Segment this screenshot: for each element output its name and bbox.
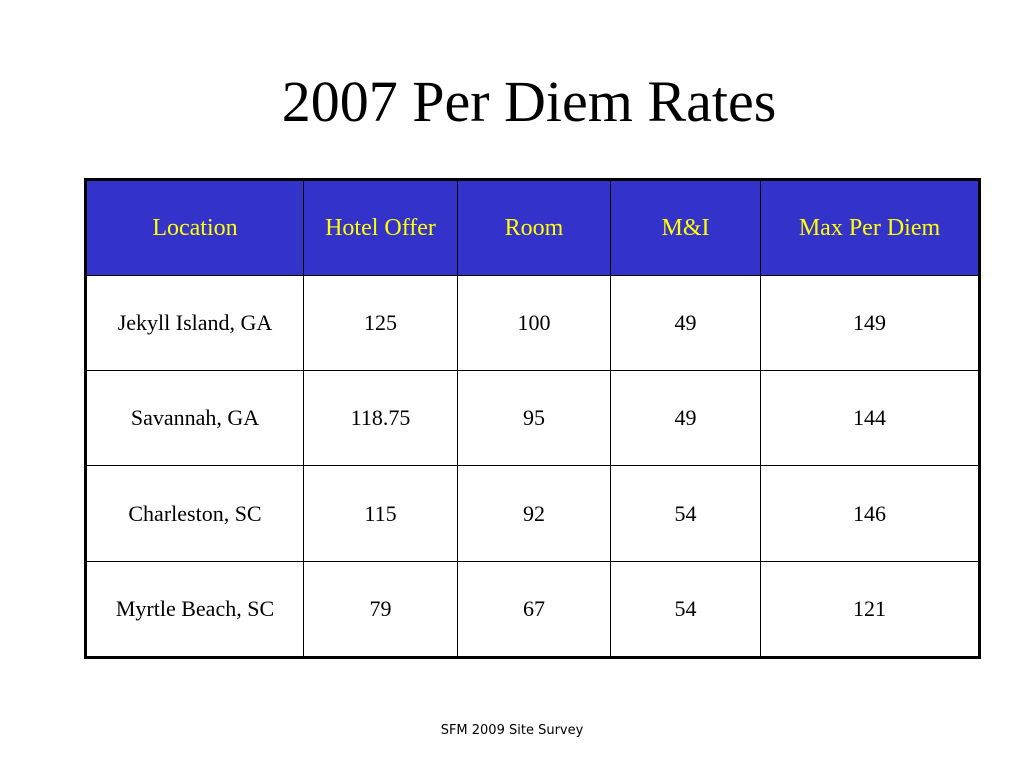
cell-max-per-diem: 121 [760, 560, 980, 659]
cell-hotel-offer: 79 [303, 560, 458, 659]
cell-location: Savannah, GA [85, 370, 304, 467]
column-header-hotel-offer: Hotel Offer [303, 179, 458, 276]
cell-room: 92 [457, 465, 611, 562]
per-diem-rates-table: Location Hotel Offer Room M&I Max Per Di… [84, 178, 981, 659]
cell-room: 100 [457, 274, 611, 372]
column-header-room: Room [457, 179, 611, 276]
table-row: Myrtle Beach, SC 79 67 54 121 [85, 560, 980, 659]
cell-room: 67 [457, 560, 611, 659]
cell-max-per-diem: 149 [760, 274, 980, 372]
cell-hotel-offer: 125 [303, 274, 458, 372]
column-header-mi: M&I [610, 179, 761, 276]
cell-mi: 49 [610, 274, 761, 372]
cell-location: Myrtle Beach, SC [85, 560, 304, 659]
cell-location: Jekyll Island, GA [85, 274, 304, 372]
column-header-max-per-diem: Max Per Diem [760, 179, 980, 276]
cell-hotel-offer: 118.75 [303, 370, 458, 467]
table-header-row: Location Hotel Offer Room M&I Max Per Di… [85, 179, 980, 276]
table-row: Charleston, SC 115 92 54 146 [85, 465, 980, 562]
cell-max-per-diem: 144 [760, 370, 980, 467]
table-row: Jekyll Island, GA 125 100 49 149 [85, 274, 980, 372]
cell-mi: 54 [610, 560, 761, 659]
cell-max-per-diem: 146 [760, 465, 980, 562]
cell-room: 95 [457, 370, 611, 467]
cell-mi: 49 [610, 370, 761, 467]
slide-footer: SFM 2009 Site Survey [440, 723, 584, 738]
slide-title: 2007 Per Diem Rates [281, 69, 777, 134]
cell-hotel-offer: 115 [303, 465, 458, 562]
cell-location: Charleston, SC [85, 465, 304, 562]
table-row: Savannah, GA 118.75 95 49 144 [85, 370, 980, 467]
cell-mi: 54 [610, 465, 761, 562]
column-header-location: Location [85, 179, 304, 276]
